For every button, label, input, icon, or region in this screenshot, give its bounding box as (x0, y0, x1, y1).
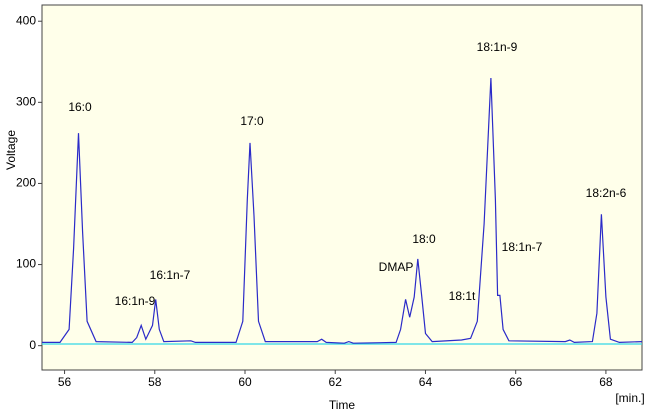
y-axis-label: Voltage (4, 130, 18, 170)
y-tick-label: 300 (16, 95, 36, 109)
peak-label: DMAP (379, 260, 414, 274)
x-tick-label: 62 (329, 375, 343, 389)
peak-label: 16:1n-7 (150, 268, 191, 282)
peak-label: 18:1t (449, 289, 476, 303)
y-tick-label: 0 (29, 338, 36, 352)
peak-label: 18:2n-6 (586, 186, 627, 200)
peak-label: 18:1n-7 (502, 240, 543, 254)
x-axis-label: Time (329, 398, 356, 412)
x-unit: [min.] (615, 391, 644, 405)
x-tick-label: 58 (148, 375, 162, 389)
x-tick-label: 64 (419, 375, 433, 389)
peak-label: 18:1n-9 (477, 40, 518, 54)
x-tick-label: 66 (509, 375, 523, 389)
y-tick-label: 200 (16, 176, 36, 190)
x-tick-label: 68 (599, 375, 613, 389)
peak-label: 16:0 (68, 100, 92, 114)
y-tick-label: 100 (16, 257, 36, 271)
trace (42, 77, 643, 344)
peak-label: 17:0 (240, 114, 264, 128)
plot-area (41, 4, 643, 371)
peak-label: 18:0 (412, 232, 436, 246)
peak-label: 16:1n-9 (115, 294, 156, 308)
y-tick-label: 400 (16, 13, 36, 27)
x-tick-label: 56 (58, 375, 72, 389)
x-tick-label: 60 (238, 375, 252, 389)
